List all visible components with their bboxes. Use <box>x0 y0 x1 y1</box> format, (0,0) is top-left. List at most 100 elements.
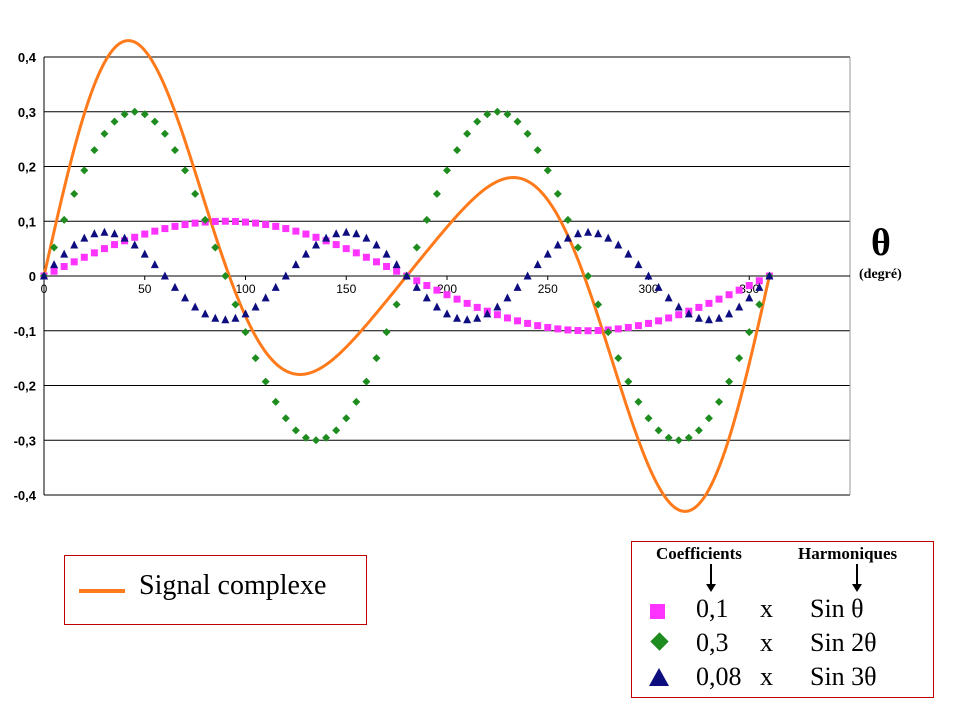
data-point-triangle <box>745 293 754 302</box>
data-point-diamond <box>513 117 522 126</box>
data-point-diamond <box>120 110 129 119</box>
data-point-diamond <box>432 189 441 198</box>
data-point-square <box>292 227 300 235</box>
data-point-square <box>282 225 290 233</box>
legend-row-sin3: 0,08 x Sin 3θ <box>632 662 933 694</box>
data-point-triangle <box>523 271 532 280</box>
data-point-triangle <box>664 293 673 302</box>
data-point-diamond <box>392 300 401 309</box>
data-point-square <box>705 299 713 307</box>
data-point-triangle <box>422 293 431 302</box>
x-tick-label: 100 <box>235 282 255 296</box>
data-point-diamond <box>312 436 321 445</box>
data-point-triangle <box>291 260 300 269</box>
data-point-triangle <box>725 309 734 318</box>
data-point-diamond <box>573 243 582 252</box>
data-point-triangle <box>594 229 603 238</box>
data-point-triangle <box>735 302 744 311</box>
data-point-triangle <box>332 229 341 238</box>
y-tick-label: -0,3 <box>14 433 36 448</box>
data-point-square <box>503 314 511 322</box>
data-point-diamond <box>725 377 734 386</box>
data-point-triangle <box>60 249 69 258</box>
square-marker-icon <box>650 604 665 619</box>
data-point-diamond <box>50 243 59 252</box>
diamond-marker-icon <box>650 632 669 651</box>
data-point-square <box>655 317 663 325</box>
data-point-diamond <box>352 397 361 406</box>
data-point-square <box>574 327 582 335</box>
data-point-square <box>534 322 542 330</box>
data-point-diamond <box>614 354 623 363</box>
data-point-triangle <box>443 309 451 318</box>
data-point-diamond <box>584 272 593 280</box>
data-point-triangle <box>110 229 119 238</box>
data-point-square <box>383 262 391 270</box>
data-point-triangle <box>634 260 643 269</box>
data-point-triangle <box>614 240 623 249</box>
data-point-triangle <box>553 240 562 249</box>
data-point-diamond <box>170 146 179 155</box>
data-point-square <box>463 299 471 307</box>
data-point-diamond <box>130 107 139 116</box>
legend-header-coefficients: Coefficients <box>656 544 742 563</box>
data-point-square <box>755 277 763 285</box>
data-point-triangle <box>261 293 270 302</box>
data-point-triangle <box>150 260 159 269</box>
data-point-triangle <box>694 313 703 322</box>
data-point-square <box>524 319 532 327</box>
x-axis-label: θ <box>871 222 891 264</box>
data-point-diamond <box>342 414 351 423</box>
data-point-triangle <box>342 227 351 236</box>
data-point-triangle <box>130 240 139 249</box>
data-point-diamond <box>503 110 512 119</box>
x-tick-label: 300 <box>638 282 658 296</box>
data-point-diamond <box>80 166 89 175</box>
data-point-diamond <box>382 328 391 337</box>
y-tick-label: -0,2 <box>14 379 36 394</box>
data-point-square <box>90 249 98 257</box>
data-point-diamond <box>654 426 663 435</box>
data-point-diamond <box>533 146 542 155</box>
data-point-triangle <box>221 315 230 324</box>
data-point-diamond <box>755 300 764 309</box>
data-point-diamond <box>684 433 693 442</box>
data-point-triangle <box>90 229 99 238</box>
data-point-diamond <box>735 354 744 363</box>
series-layer <box>40 39 774 513</box>
data-point-triangle <box>463 315 472 324</box>
data-point-square <box>191 219 199 227</box>
data-point-triangle <box>201 309 210 318</box>
data-point-triangle <box>543 249 552 258</box>
data-point-triangle <box>322 233 331 242</box>
data-point-square <box>60 262 68 270</box>
data-point-triangle <box>231 313 240 322</box>
legend-signal: Signal complexe <box>64 555 367 625</box>
data-point-square <box>161 225 169 233</box>
data-point-square <box>665 314 673 322</box>
data-point-square <box>634 322 642 330</box>
legend-harmonic: Sin θ <box>810 594 864 623</box>
legend-coef: 0,1 <box>696 594 729 623</box>
data-point-square <box>262 221 270 229</box>
data-point-square <box>100 245 108 253</box>
data-point-diamond <box>624 377 633 386</box>
x-tick-label: 250 <box>538 282 558 296</box>
data-point-diamond <box>362 377 371 386</box>
data-point-square <box>413 277 421 285</box>
data-point-square <box>362 253 370 261</box>
data-point-square <box>473 303 481 311</box>
data-point-diamond <box>745 328 754 337</box>
data-point-triangle <box>352 229 361 238</box>
data-point-diamond <box>453 146 462 155</box>
data-point-triangle <box>372 240 381 249</box>
data-point-diamond <box>553 189 562 198</box>
data-point-square <box>242 218 249 226</box>
data-point-square <box>715 295 723 303</box>
data-point-square <box>221 217 229 225</box>
data-point-triangle <box>160 271 169 280</box>
data-point-square <box>675 311 683 319</box>
data-point-diamond <box>664 433 673 442</box>
legend-coef: 0,08 <box>696 662 742 691</box>
